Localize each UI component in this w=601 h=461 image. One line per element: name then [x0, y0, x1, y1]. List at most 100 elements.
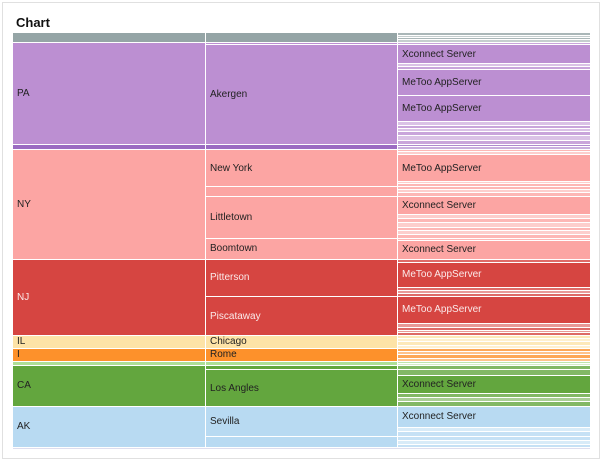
- partition-node[interactable]: [398, 40, 590, 43]
- partition-node[interactable]: [398, 33, 590, 36]
- node-label: PA: [17, 88, 30, 100]
- partition-node[interactable]: [398, 259, 590, 262]
- node-label: Xconnect Server: [402, 411, 476, 423]
- partition-node[interactable]: [398, 190, 590, 193]
- partition-node[interactable]: [398, 358, 590, 362]
- partition-node[interactable]: [398, 323, 590, 327]
- partition-node-new-york[interactable]: New York: [206, 149, 397, 187]
- partition-node-chicago[interactable]: Chicago: [206, 336, 397, 348]
- partition-node[interactable]: [13, 362, 205, 366]
- partition-node[interactable]: [206, 366, 397, 370]
- partition-node[interactable]: [398, 428, 590, 432]
- partition-node[interactable]: [398, 38, 590, 40]
- partition-node[interactable]: [398, 327, 590, 331]
- partition-node[interactable]: [398, 394, 590, 398]
- partition-node-boomtown[interactable]: Boomtown: [206, 238, 397, 259]
- partition-node[interactable]: [398, 362, 590, 364]
- partition-node[interactable]: [398, 129, 590, 132]
- partition-node[interactable]: [206, 43, 397, 45]
- partition-node[interactable]: [398, 371, 590, 375]
- partition-node-littletown[interactable]: Littletown: [206, 196, 397, 238]
- partition-node[interactable]: [398, 287, 590, 290]
- partition-node[interactable]: [398, 223, 590, 227]
- partition-node-ny[interactable]: NY: [13, 149, 205, 259]
- partition-node-pa[interactable]: PA: [13, 43, 205, 144]
- partition-node[interactable]: [398, 354, 590, 358]
- partition-node-metoo-appserver[interactable]: MeToo AppServer: [398, 262, 590, 287]
- partition-node[interactable]: [398, 432, 590, 436]
- partition-node-metoo-appserver[interactable]: MeToo AppServer: [398, 70, 590, 96]
- partition-node[interactable]: [398, 364, 590, 366]
- node-label: Xconnect Server: [402, 244, 476, 256]
- partition-node[interactable]: [13, 144, 205, 149]
- partition-node[interactable]: [398, 440, 590, 444]
- partition-node[interactable]: [398, 444, 590, 447]
- partition-node[interactable]: [398, 290, 590, 293]
- partition-node[interactable]: [398, 64, 590, 67]
- partition-node[interactable]: [206, 370, 397, 371]
- partition-node[interactable]: [398, 182, 590, 184]
- partition-node-metoo-appserver[interactable]: MeToo AppServer: [398, 96, 590, 121]
- partition-node[interactable]: [398, 126, 590, 129]
- partition-node-nj[interactable]: NJ: [13, 259, 205, 336]
- partition-node[interactable]: [398, 333, 590, 336]
- partition-node[interactable]: [398, 398, 590, 402]
- partition-node[interactable]: [206, 33, 397, 43]
- partition-node-piscataway[interactable]: Piscataway: [206, 296, 397, 336]
- partition-node-ca[interactable]: CA: [13, 366, 205, 406]
- partition-node-rome[interactable]: Rome: [206, 348, 397, 362]
- partition-node-xconnect-server[interactable]: Xconnect Server: [398, 375, 590, 394]
- partition-node[interactable]: [398, 193, 590, 196]
- partition-node[interactable]: [398, 184, 590, 187]
- partition-node[interactable]: [206, 436, 397, 447]
- partition-node[interactable]: [398, 149, 590, 151]
- partition-node[interactable]: [398, 336, 590, 339]
- partition-node-akergen[interactable]: Akergen: [206, 45, 397, 144]
- partition-node-xconnect-server[interactable]: Xconnect Server: [398, 406, 590, 428]
- partition-node-ak[interactable]: AK: [13, 406, 205, 447]
- partition-node-metoo-appserver[interactable]: MeToo AppServer: [398, 296, 590, 323]
- partition-node-xconnect-server[interactable]: Xconnect Server: [398, 241, 590, 259]
- partition-node[interactable]: [398, 436, 590, 440]
- partition-node-xconnect-server[interactable]: Xconnect Server: [398, 45, 590, 64]
- partition-node-il[interactable]: IL: [13, 336, 205, 348]
- partition-node[interactable]: [398, 187, 590, 190]
- partition-node[interactable]: [398, 348, 590, 351]
- partition-node[interactable]: [398, 342, 590, 345]
- partition-node[interactable]: [398, 227, 590, 230]
- partition-node[interactable]: [398, 146, 590, 149]
- partition-node[interactable]: [398, 339, 590, 342]
- partition-node[interactable]: [398, 122, 590, 126]
- partition-node[interactable]: [398, 331, 590, 333]
- partition-node[interactable]: [206, 144, 397, 149]
- partition-node[interactable]: [398, 345, 590, 348]
- partition-node[interactable]: [398, 402, 590, 406]
- partition-node[interactable]: [398, 67, 590, 70]
- partition-node[interactable]: [398, 230, 590, 234]
- partition-node-pitterson[interactable]: Pitterson: [206, 259, 397, 296]
- partition-node[interactable]: [398, 219, 590, 223]
- partition-node[interactable]: [398, 136, 590, 140]
- partition-node[interactable]: [206, 362, 397, 366]
- partition-node[interactable]: [398, 215, 590, 219]
- partition-node[interactable]: [398, 132, 590, 136]
- partition-node-xconnect-server[interactable]: Xconnect Server: [398, 196, 590, 215]
- partition-node[interactable]: [398, 293, 590, 296]
- partition-node[interactable]: [398, 370, 590, 371]
- partition-node[interactable]: [398, 238, 590, 240]
- partition-node[interactable]: [398, 43, 590, 45]
- partition-node[interactable]: [206, 187, 397, 196]
- node-label: Pitterson: [210, 272, 250, 284]
- partition-node-i[interactable]: I: [13, 348, 205, 362]
- partition-node-sevilla[interactable]: Sevilla: [206, 406, 397, 436]
- partition-node[interactable]: [398, 234, 590, 238]
- partition-node[interactable]: [398, 351, 590, 354]
- partition-node[interactable]: [398, 144, 590, 146]
- partition-node[interactable]: [398, 152, 590, 155]
- partition-node[interactable]: [398, 366, 590, 370]
- partition-node-los-angles[interactable]: Los Angles: [206, 371, 397, 406]
- partition-node-metoo-appserver[interactable]: MeToo AppServer: [398, 155, 590, 182]
- partition-node[interactable]: [398, 140, 590, 144]
- partition-node[interactable]: [13, 33, 205, 43]
- partition-node[interactable]: [398, 36, 590, 38]
